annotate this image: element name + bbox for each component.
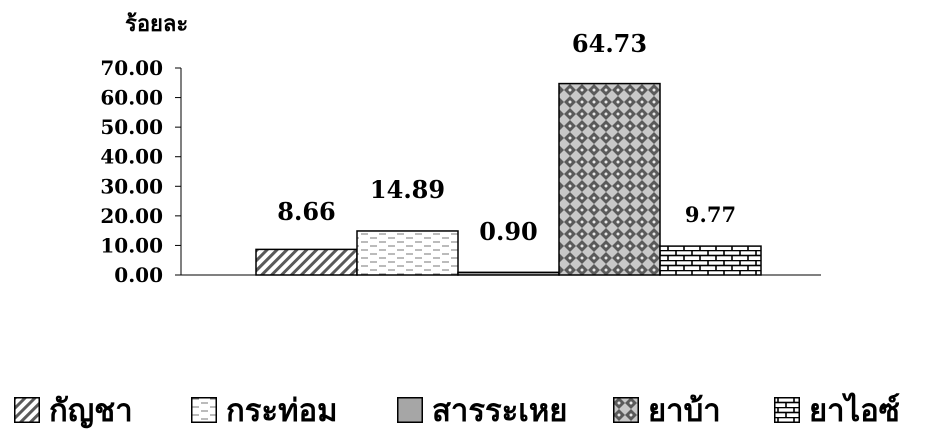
y-tick-label: 60.00 <box>100 86 163 110</box>
legend-swatch-ice <box>774 397 800 423</box>
bar-0 <box>255 248 358 276</box>
value-label-1: 14.89 <box>370 175 445 204</box>
bar-3 <box>558 82 661 276</box>
legend: กัญชา กระท่อม สารระเหย ยาบ้า ยาไอซ์ <box>14 388 929 432</box>
bar-1 <box>356 230 459 276</box>
y-tick-label: 30.00 <box>100 174 163 198</box>
value-label-group: 8.66 14.89 0.90 64.73 9.77 <box>277 29 736 246</box>
y-tick-label: 0.00 <box>114 263 163 287</box>
y-tick-label: 50.00 <box>100 115 163 139</box>
y-tick-label: 10.00 <box>100 233 163 257</box>
value-label-0: 8.66 <box>277 197 335 226</box>
legend-swatch-kratom <box>191 397 217 423</box>
value-label-2: 0.90 <box>479 217 537 246</box>
value-label-3: 64.73 <box>572 29 647 58</box>
bar-group <box>255 82 762 276</box>
y-axis-ticks: 0.00 10.00 20.00 30.00 40.00 50.00 60.00 70.00 <box>100 56 181 287</box>
legend-label-methamphetamine: ยาบ้า <box>648 393 721 429</box>
legend-label-inhalants: สารระเหย <box>432 393 568 429</box>
bar-4 <box>659 245 762 276</box>
y-tick-label: 20.00 <box>100 204 163 228</box>
y-axis-title: ร้อยละ <box>125 11 188 37</box>
value-label-4: 9.77 <box>685 202 736 227</box>
legend-item-inhalants: สารระเหย <box>397 388 567 432</box>
legend-swatch-inhalants <box>397 397 423 423</box>
bar-2 <box>457 271 560 276</box>
legend-item-cannabis: กัญชา <box>14 388 133 432</box>
y-tick-label: 40.00 <box>100 145 163 169</box>
legend-item-methamphetamine: ยาบ้า <box>613 388 721 432</box>
legend-label-cannabis: กัญชา <box>49 393 133 429</box>
legend-label-ice: ยาไอซ์ <box>809 393 900 429</box>
legend-item-kratom: กระท่อม <box>191 388 338 432</box>
y-tick-label: 70.00 <box>100 56 163 80</box>
legend-swatch-cannabis <box>14 397 40 423</box>
legend-item-ice: ยาไอซ์ <box>774 388 900 432</box>
legend-label-kratom: กระท่อม <box>226 393 338 429</box>
legend-swatch-methamphetamine <box>613 397 639 423</box>
